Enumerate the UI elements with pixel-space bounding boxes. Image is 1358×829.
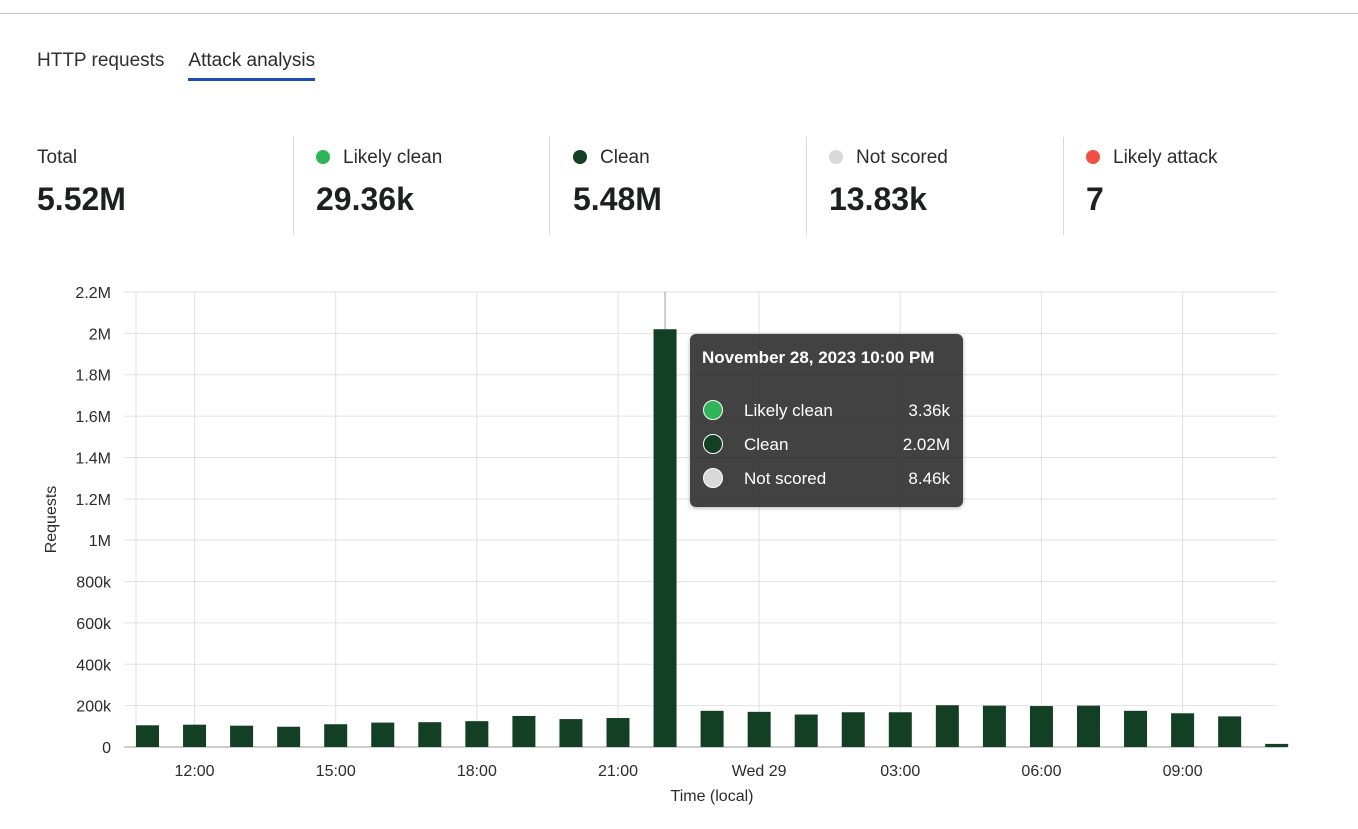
- y-tick-label: 1.2M: [75, 492, 111, 509]
- bar[interactable]: [841, 712, 865, 747]
- x-tick-label: 18:00: [457, 763, 497, 780]
- y-tick-label: 400k: [76, 657, 112, 674]
- tooltip-row-not-scored: Not scored 8.46k: [703, 468, 950, 492]
- stat-not-scored-label: Not scored: [856, 147, 948, 168]
- x-tick-label: 03:00: [880, 763, 920, 780]
- bar[interactable]: [324, 724, 348, 747]
- y-tick-label: 600k: [76, 616, 112, 633]
- y-tick-label: 2.2M: [75, 285, 111, 302]
- y-tick-label: 0: [102, 740, 111, 757]
- stat-total-label: Total: [37, 147, 78, 168]
- y-axis-labels: 0 200k 400k 600k 800k 1M 1.2M 1.4M 1.6M 1.8M 2M 2.2…: [75, 285, 112, 757]
- bar[interactable]: [512, 715, 536, 747]
- stat-not-scored-value: 13.83k: [829, 181, 927, 217]
- stat-likely-clean-value: 29.36k: [316, 181, 414, 217]
- x-tick-label: 21:00: [598, 763, 638, 780]
- stat-divider: [806, 137, 807, 235]
- y-tick-label: 2M: [89, 326, 111, 343]
- summary-stats: Total 5.52M Likely clean 29.36k Clean 5.…: [0, 137, 1358, 235]
- clean-dot-icon: [573, 150, 587, 164]
- stat-likely-clean-label: Likely clean: [343, 147, 443, 168]
- bar[interactable]: [747, 711, 771, 747]
- tooltip-row-value: 8.46k: [908, 469, 950, 488]
- tooltip-row-clean: Clean 2.02M: [703, 434, 950, 458]
- bar[interactable]: [1265, 743, 1289, 747]
- tooltip-row-likely-clean: Likely clean 3.36k: [703, 400, 950, 424]
- x-axis-title: Time (local): [671, 788, 754, 805]
- likely-attack-dot-icon: [1086, 150, 1100, 164]
- requests-bar-chart[interactable]: 0 200k 400k 600k 800k 1M 1.2M 1.4M 1.6M 1.8M 2M 2.2…: [0, 270, 1358, 815]
- y-tick-label: 1.6M: [75, 409, 111, 426]
- bar[interactable]: [559, 719, 583, 747]
- tab-http-requests[interactable]: HTTP requests: [37, 50, 165, 71]
- bar[interactable]: [1218, 716, 1242, 747]
- x-tick-label: Wed 29: [732, 763, 787, 780]
- y-tick-label: 800k: [76, 575, 112, 592]
- likely-clean-dot-icon: [316, 150, 330, 164]
- x-tick-label: 12:00: [175, 763, 215, 780]
- stat-divider: [1063, 137, 1064, 235]
- chart-tooltip: November 28, 2023 10:00 PM Likely clean …: [690, 334, 963, 507]
- tooltip-row-value: 2.02M: [902, 435, 950, 454]
- stat-likely-attack-label: Likely attack: [1113, 147, 1218, 168]
- bar[interactable]: [183, 724, 207, 747]
- stat-likely-attack-value: 7: [1086, 181, 1104, 217]
- bar[interactable]: [418, 722, 442, 747]
- bar[interactable]: [935, 705, 959, 747]
- bar[interactable]: [700, 710, 724, 747]
- y-tick-label: 200k: [76, 699, 112, 716]
- stat-clean-label: Clean: [600, 147, 650, 168]
- tab-attack-analysis[interactable]: Attack analysis: [188, 50, 316, 81]
- tab-bar: HTTP requests Attack analysis: [37, 50, 316, 81]
- tooltip-row-label: Not scored: [744, 469, 827, 488]
- bar[interactable]: [982, 705, 1006, 747]
- y-axis-title: Requests: [43, 486, 60, 554]
- stat-clean-value: 5.48M: [573, 181, 662, 217]
- bar[interactable]: [371, 722, 395, 747]
- stat-total-value: 5.52M: [37, 181, 126, 217]
- bar[interactable]: [653, 329, 677, 747]
- x-tick-label: 15:00: [316, 763, 356, 780]
- bar[interactable]: [1124, 710, 1148, 747]
- bar[interactable]: [888, 712, 912, 747]
- bar[interactable]: [136, 725, 159, 747]
- bar[interactable]: [1171, 713, 1195, 747]
- not-scored-dot-icon: [703, 468, 723, 488]
- y-tick-label: 1M: [89, 533, 111, 550]
- x-tick-label: 06:00: [1021, 763, 1061, 780]
- tooltip-row-value: 3.36k: [908, 401, 950, 420]
- bar[interactable]: [230, 725, 254, 747]
- top-divider: [0, 13, 1358, 14]
- x-axis-labels: 12:00 15:00 18:00 21:00 Wed 29 03:00 06:00 09:0…: [175, 763, 1203, 780]
- tooltip-row-label: Likely clean: [744, 401, 833, 420]
- not-scored-dot-icon: [829, 150, 843, 164]
- bar[interactable]: [277, 726, 301, 747]
- likely-clean-dot-icon: [703, 400, 723, 420]
- bar[interactable]: [1029, 706, 1053, 747]
- y-tick-label: 1.8M: [75, 368, 111, 385]
- bar[interactable]: [1077, 705, 1100, 747]
- stat-divider: [293, 137, 294, 235]
- x-tick-label: 09:00: [1163, 763, 1203, 780]
- chart-bars[interactable]: [136, 329, 1289, 747]
- bar[interactable]: [606, 718, 630, 747]
- bar[interactable]: [465, 721, 489, 747]
- bar[interactable]: [794, 714, 818, 747]
- stat-divider: [549, 137, 550, 235]
- y-tick-label: 1.4M: [75, 450, 111, 467]
- tooltip-title: November 28, 2023 10:00 PM: [702, 348, 935, 367]
- tooltip-row-label: Clean: [744, 435, 789, 454]
- clean-dot-icon: [703, 434, 723, 454]
